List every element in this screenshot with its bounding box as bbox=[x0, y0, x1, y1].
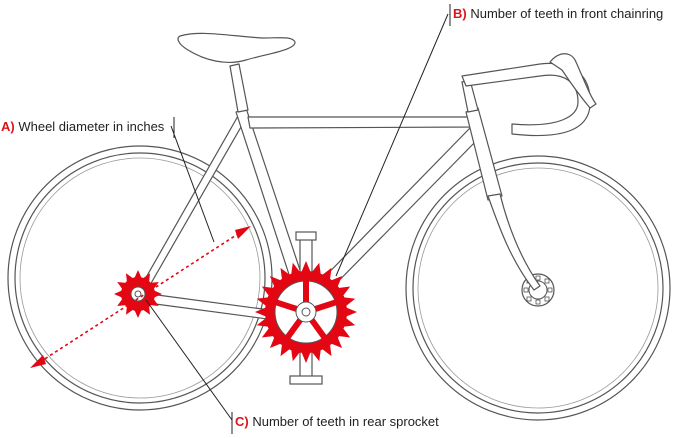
callout-c-key: C) bbox=[235, 414, 249, 429]
callout-b-text: Number of teeth in front chainring bbox=[470, 6, 664, 21]
callout-b-key: B) bbox=[453, 6, 467, 21]
leader-lines bbox=[145, 4, 451, 434]
callout-a-key: A) bbox=[1, 119, 15, 134]
callout-a-text: Wheel diameter in inches bbox=[18, 119, 165, 134]
front-wheel bbox=[405, 155, 671, 421]
bike-frame bbox=[139, 32, 597, 323]
sprocket-gear-icon bbox=[114, 270, 162, 318]
callout-wheel-diameter: A) Wheel diameter in inches bbox=[1, 119, 164, 134]
callout-rear-sprocket: C) Number of teeth in rear sprocket bbox=[235, 414, 439, 429]
wheel-diameter-arrow bbox=[30, 226, 251, 368]
callout-c-text: Number of teeth in rear sprocket bbox=[252, 414, 439, 429]
callout-front-chainring: B) Number of teeth in front chainring bbox=[453, 6, 663, 21]
chainring-gear-icon bbox=[255, 261, 357, 363]
